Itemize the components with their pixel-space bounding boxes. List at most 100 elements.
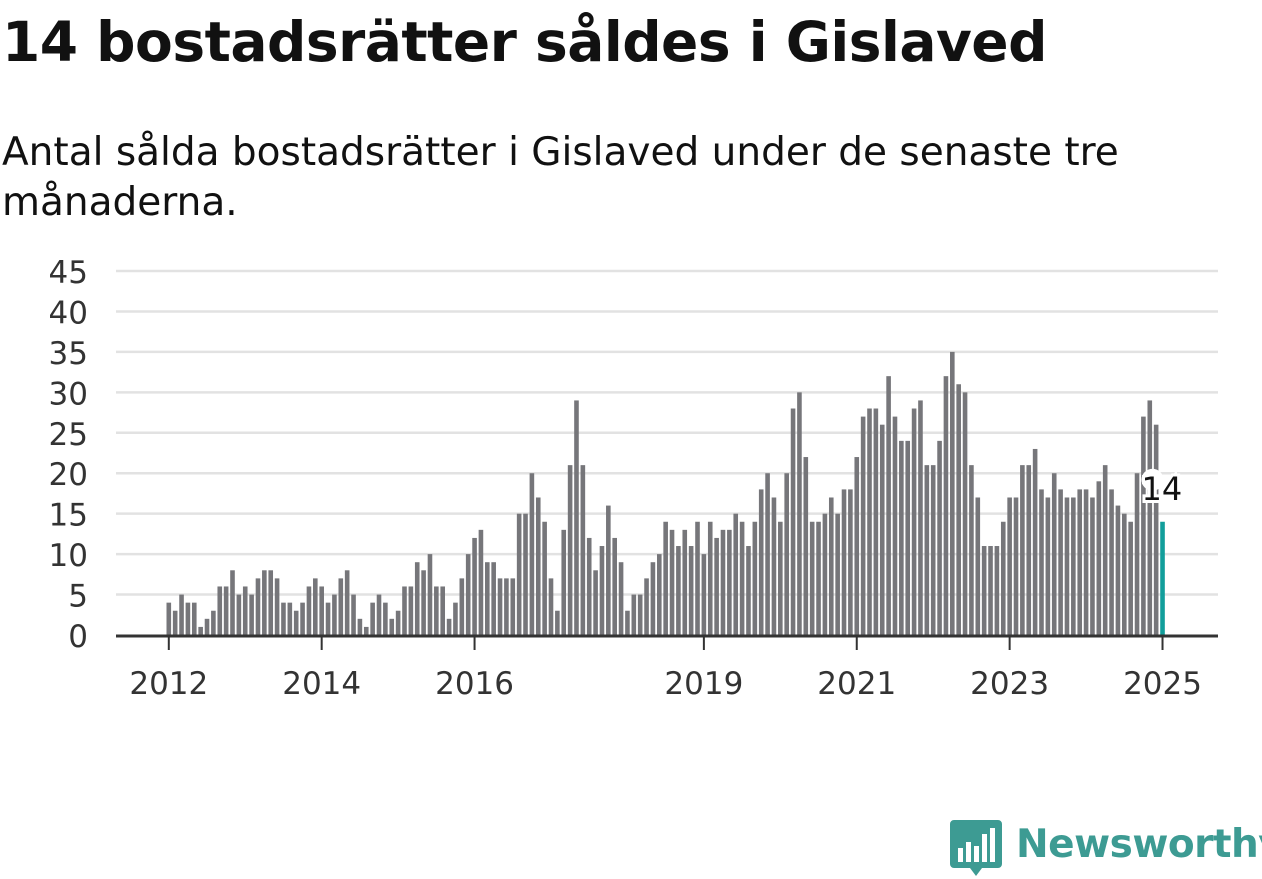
bar [682, 529, 688, 635]
bar [975, 497, 981, 635]
bar [198, 626, 203, 635]
bar [720, 529, 726, 635]
bar [204, 618, 210, 635]
bar [994, 546, 1000, 635]
bar [937, 440, 942, 635]
bar [465, 554, 471, 635]
bar [446, 618, 452, 635]
y-tick-label: 30 [49, 376, 88, 412]
bar [1122, 513, 1127, 635]
bar [389, 618, 395, 635]
bar [733, 513, 739, 635]
bar [344, 570, 350, 635]
bar [516, 513, 522, 635]
bar [644, 578, 649, 635]
x-tick-label: 2016 [435, 666, 514, 702]
bar-chart-speech-bubble-icon [950, 820, 1002, 876]
bar [924, 465, 930, 635]
bar [612, 537, 617, 635]
bar [918, 400, 923, 635]
y-tick-label: 35 [49, 336, 88, 372]
bar [478, 529, 484, 635]
x-axis-ticks: 2012 2014 2016 2019 2021 2023 2025 [129, 636, 1202, 702]
bar [351, 594, 356, 635]
bar [797, 392, 802, 635]
bar [886, 376, 891, 635]
bar [714, 537, 719, 635]
bar [663, 521, 668, 635]
bar [281, 602, 286, 635]
bar [408, 586, 414, 635]
bar [1039, 489, 1044, 635]
bar [306, 586, 312, 635]
bar [313, 578, 318, 635]
bar [523, 513, 528, 635]
bar [242, 586, 248, 635]
bar [656, 554, 662, 635]
bar [1013, 497, 1019, 635]
y-axis-tick-labels: 0 5 10 15 20 25 30 35 40 45 [49, 255, 88, 655]
bar [332, 594, 337, 635]
bar [548, 578, 554, 635]
bar [421, 570, 426, 635]
bar [268, 570, 274, 635]
bar [625, 610, 630, 635]
x-tick-label: 2021 [817, 666, 896, 702]
bar [1134, 473, 1140, 635]
bar [1064, 497, 1070, 635]
bar [822, 513, 828, 635]
bar-highlighted [1160, 521, 1165, 635]
bar [586, 537, 592, 635]
x-tick-label: 2025 [1123, 666, 1202, 702]
bar [1128, 521, 1133, 635]
bar [395, 610, 401, 635]
bar [599, 546, 605, 635]
bar [230, 570, 235, 635]
bar [1083, 489, 1089, 635]
bar [497, 578, 503, 635]
bar [1115, 505, 1121, 635]
bar [676, 546, 681, 635]
bar [472, 537, 477, 635]
bar [809, 521, 815, 635]
bar [1147, 400, 1153, 635]
x-tick-label: 2023 [970, 666, 1049, 702]
bar [357, 618, 363, 635]
y-tick-label: 0 [68, 619, 88, 655]
newsworthy-brand: Newsworthy [948, 818, 1262, 878]
chart-subtitle: Antal sålda bostadsrätter i Gislaved und… [2, 130, 1119, 225]
bar [427, 554, 433, 635]
y-tick-label: 25 [49, 417, 88, 453]
bar [905, 440, 911, 635]
bar [262, 570, 267, 635]
bar [529, 473, 535, 635]
highlight-value-label: 14 [1142, 470, 1183, 508]
bar [828, 497, 834, 635]
bar [555, 610, 560, 635]
bar [1102, 465, 1108, 635]
bar [835, 513, 840, 635]
y-tick-label: 5 [68, 579, 88, 615]
bar [561, 529, 567, 635]
bar [300, 602, 305, 635]
bar [249, 594, 254, 635]
highlight-annotation: 14 [1139, 467, 1186, 511]
bar [504, 578, 509, 635]
bar [1007, 497, 1012, 635]
bar [217, 586, 223, 635]
bar [892, 416, 898, 635]
bar [363, 626, 369, 635]
bar [873, 408, 879, 635]
bar [650, 562, 656, 635]
bar [1096, 481, 1102, 635]
bar [1153, 424, 1159, 635]
bar [166, 602, 172, 635]
bar [338, 578, 344, 635]
bar [701, 554, 707, 635]
bar [771, 497, 777, 635]
bar [752, 521, 758, 635]
bar [1032, 448, 1038, 635]
y-tick-label: 40 [49, 295, 88, 331]
grid-lines [116, 269, 1218, 596]
bar [440, 586, 446, 635]
